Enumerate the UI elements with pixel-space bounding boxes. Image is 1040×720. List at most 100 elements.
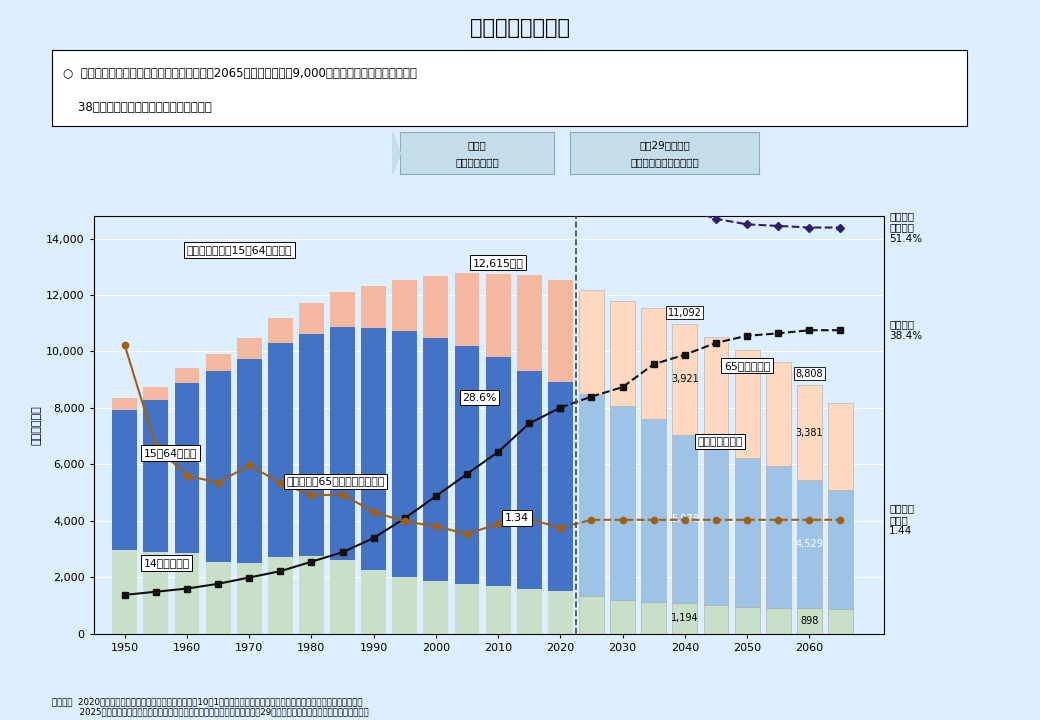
Text: 3,921: 3,921 bbox=[671, 374, 699, 384]
Text: 28.6%: 28.6% bbox=[462, 393, 497, 402]
Text: 5,978: 5,978 bbox=[671, 514, 699, 524]
Bar bbox=[112, 549, 137, 634]
Bar bbox=[734, 349, 759, 458]
Bar bbox=[298, 304, 323, 333]
Text: 65歳以上人口: 65歳以上人口 bbox=[724, 361, 771, 371]
Bar bbox=[765, 608, 790, 634]
Bar bbox=[703, 337, 728, 447]
Bar bbox=[392, 279, 417, 331]
Bar bbox=[548, 382, 573, 591]
Bar bbox=[454, 584, 479, 634]
Text: 38％台の水準になると推計されている。: 38％台の水準になると推計されている。 bbox=[63, 101, 212, 114]
Bar bbox=[548, 280, 573, 382]
Text: 12,615万人: 12,615万人 bbox=[473, 258, 523, 268]
Polygon shape bbox=[393, 132, 400, 174]
Bar bbox=[610, 301, 635, 406]
Bar bbox=[486, 274, 511, 357]
Bar bbox=[175, 368, 200, 383]
Bar bbox=[144, 552, 168, 634]
Text: 合計特殊
出生率
1.44: 合計特殊 出生率 1.44 bbox=[889, 503, 914, 536]
Text: 1,194: 1,194 bbox=[671, 613, 699, 624]
Bar bbox=[703, 447, 728, 605]
Text: 4,529: 4,529 bbox=[796, 539, 824, 549]
Bar bbox=[298, 556, 323, 634]
Bar bbox=[734, 607, 759, 634]
Text: （出所）  2020年までの人口は総務省「人口推計」（各年10月1日現在）等、合計特殊出生率は厚生労働省「人口動態統計」、
          2025年以降は: （出所） 2020年までの人口は総務省「人口推計」（各年10月1日現在）等、合計… bbox=[52, 697, 368, 716]
Bar bbox=[144, 400, 168, 552]
Text: 1.34: 1.34 bbox=[504, 513, 528, 523]
Text: ○  日本の人口は近年減少局面を迎えている。2065年には総人口が9,000万人を割り込み、高齢化率は: ○ 日本の人口は近年減少局面を迎えている。2065年には総人口が9,000万人を… bbox=[63, 66, 417, 80]
Text: 生産年齢
人口割合
51.4%: 生産年齢 人口割合 51.4% bbox=[889, 211, 922, 244]
Bar bbox=[175, 554, 200, 634]
Bar bbox=[237, 562, 262, 634]
Bar bbox=[642, 308, 667, 419]
Bar bbox=[703, 605, 728, 634]
Bar bbox=[361, 570, 386, 634]
Text: 高齢化率（65歳以上人口割合）: 高齢化率（65歳以上人口割合） bbox=[287, 476, 385, 486]
Bar bbox=[642, 419, 667, 602]
Text: 15〜64歳人口: 15〜64歳人口 bbox=[144, 448, 197, 458]
Bar bbox=[392, 331, 417, 577]
Bar bbox=[361, 328, 386, 570]
Bar bbox=[797, 385, 822, 480]
Text: 日本の人口の推移: 日本の人口の推移 bbox=[470, 18, 570, 38]
Bar bbox=[642, 602, 667, 634]
Bar bbox=[673, 324, 697, 435]
Text: 3,381: 3,381 bbox=[796, 428, 823, 438]
Bar bbox=[765, 466, 790, 608]
Bar bbox=[579, 596, 604, 634]
Bar bbox=[734, 458, 759, 607]
Bar bbox=[112, 398, 137, 410]
Bar bbox=[298, 333, 323, 556]
Text: 8,808: 8,808 bbox=[796, 369, 823, 379]
Bar bbox=[361, 286, 386, 328]
Text: 11,092: 11,092 bbox=[668, 308, 702, 318]
Bar bbox=[517, 371, 542, 588]
Bar bbox=[610, 406, 635, 600]
Bar bbox=[610, 600, 635, 634]
Bar bbox=[486, 357, 511, 586]
Bar bbox=[517, 588, 542, 634]
Bar bbox=[765, 361, 790, 466]
Bar bbox=[548, 591, 573, 634]
Y-axis label: 人口（万人）: 人口（万人） bbox=[32, 405, 42, 445]
Bar bbox=[673, 435, 697, 603]
Bar bbox=[237, 359, 262, 562]
Bar bbox=[828, 490, 853, 609]
Bar bbox=[112, 410, 137, 549]
Bar bbox=[454, 274, 479, 346]
Bar bbox=[797, 480, 822, 608]
Text: 実績値: 実績値 bbox=[468, 140, 487, 150]
Text: 14歳以下人口: 14歳以下人口 bbox=[144, 558, 189, 568]
Text: 898: 898 bbox=[800, 616, 818, 626]
Text: （日本の将来推計人口）: （日本の将来推計人口） bbox=[630, 157, 699, 167]
Bar bbox=[423, 582, 448, 634]
Text: （国勢調査等）: （国勢調査等） bbox=[456, 157, 499, 167]
Bar bbox=[330, 292, 355, 328]
Bar bbox=[392, 577, 417, 634]
Bar bbox=[175, 383, 200, 554]
Bar bbox=[206, 372, 231, 562]
Bar bbox=[268, 343, 292, 557]
Bar bbox=[237, 338, 262, 359]
Bar bbox=[423, 338, 448, 582]
Bar bbox=[423, 276, 448, 338]
Bar bbox=[330, 328, 355, 560]
Bar bbox=[579, 290, 604, 394]
Bar bbox=[673, 603, 697, 634]
Bar bbox=[454, 346, 479, 584]
Bar bbox=[486, 586, 511, 634]
Text: 高齢化率
38.4%: 高齢化率 38.4% bbox=[889, 320, 922, 341]
Bar bbox=[579, 394, 604, 596]
Bar bbox=[268, 557, 292, 634]
Text: 合計特殊出生率: 合計特殊出生率 bbox=[697, 437, 743, 446]
Bar bbox=[206, 562, 231, 634]
Bar bbox=[828, 609, 853, 634]
Bar bbox=[330, 560, 355, 634]
Text: 平成29年推計値: 平成29年推計値 bbox=[640, 140, 690, 150]
Bar bbox=[268, 318, 292, 343]
Text: 生産年齢人口（15〜64歳）割合: 生産年齢人口（15〜64歳）割合 bbox=[187, 245, 292, 255]
Bar bbox=[144, 387, 168, 400]
Bar bbox=[206, 354, 231, 372]
Bar bbox=[797, 608, 822, 634]
